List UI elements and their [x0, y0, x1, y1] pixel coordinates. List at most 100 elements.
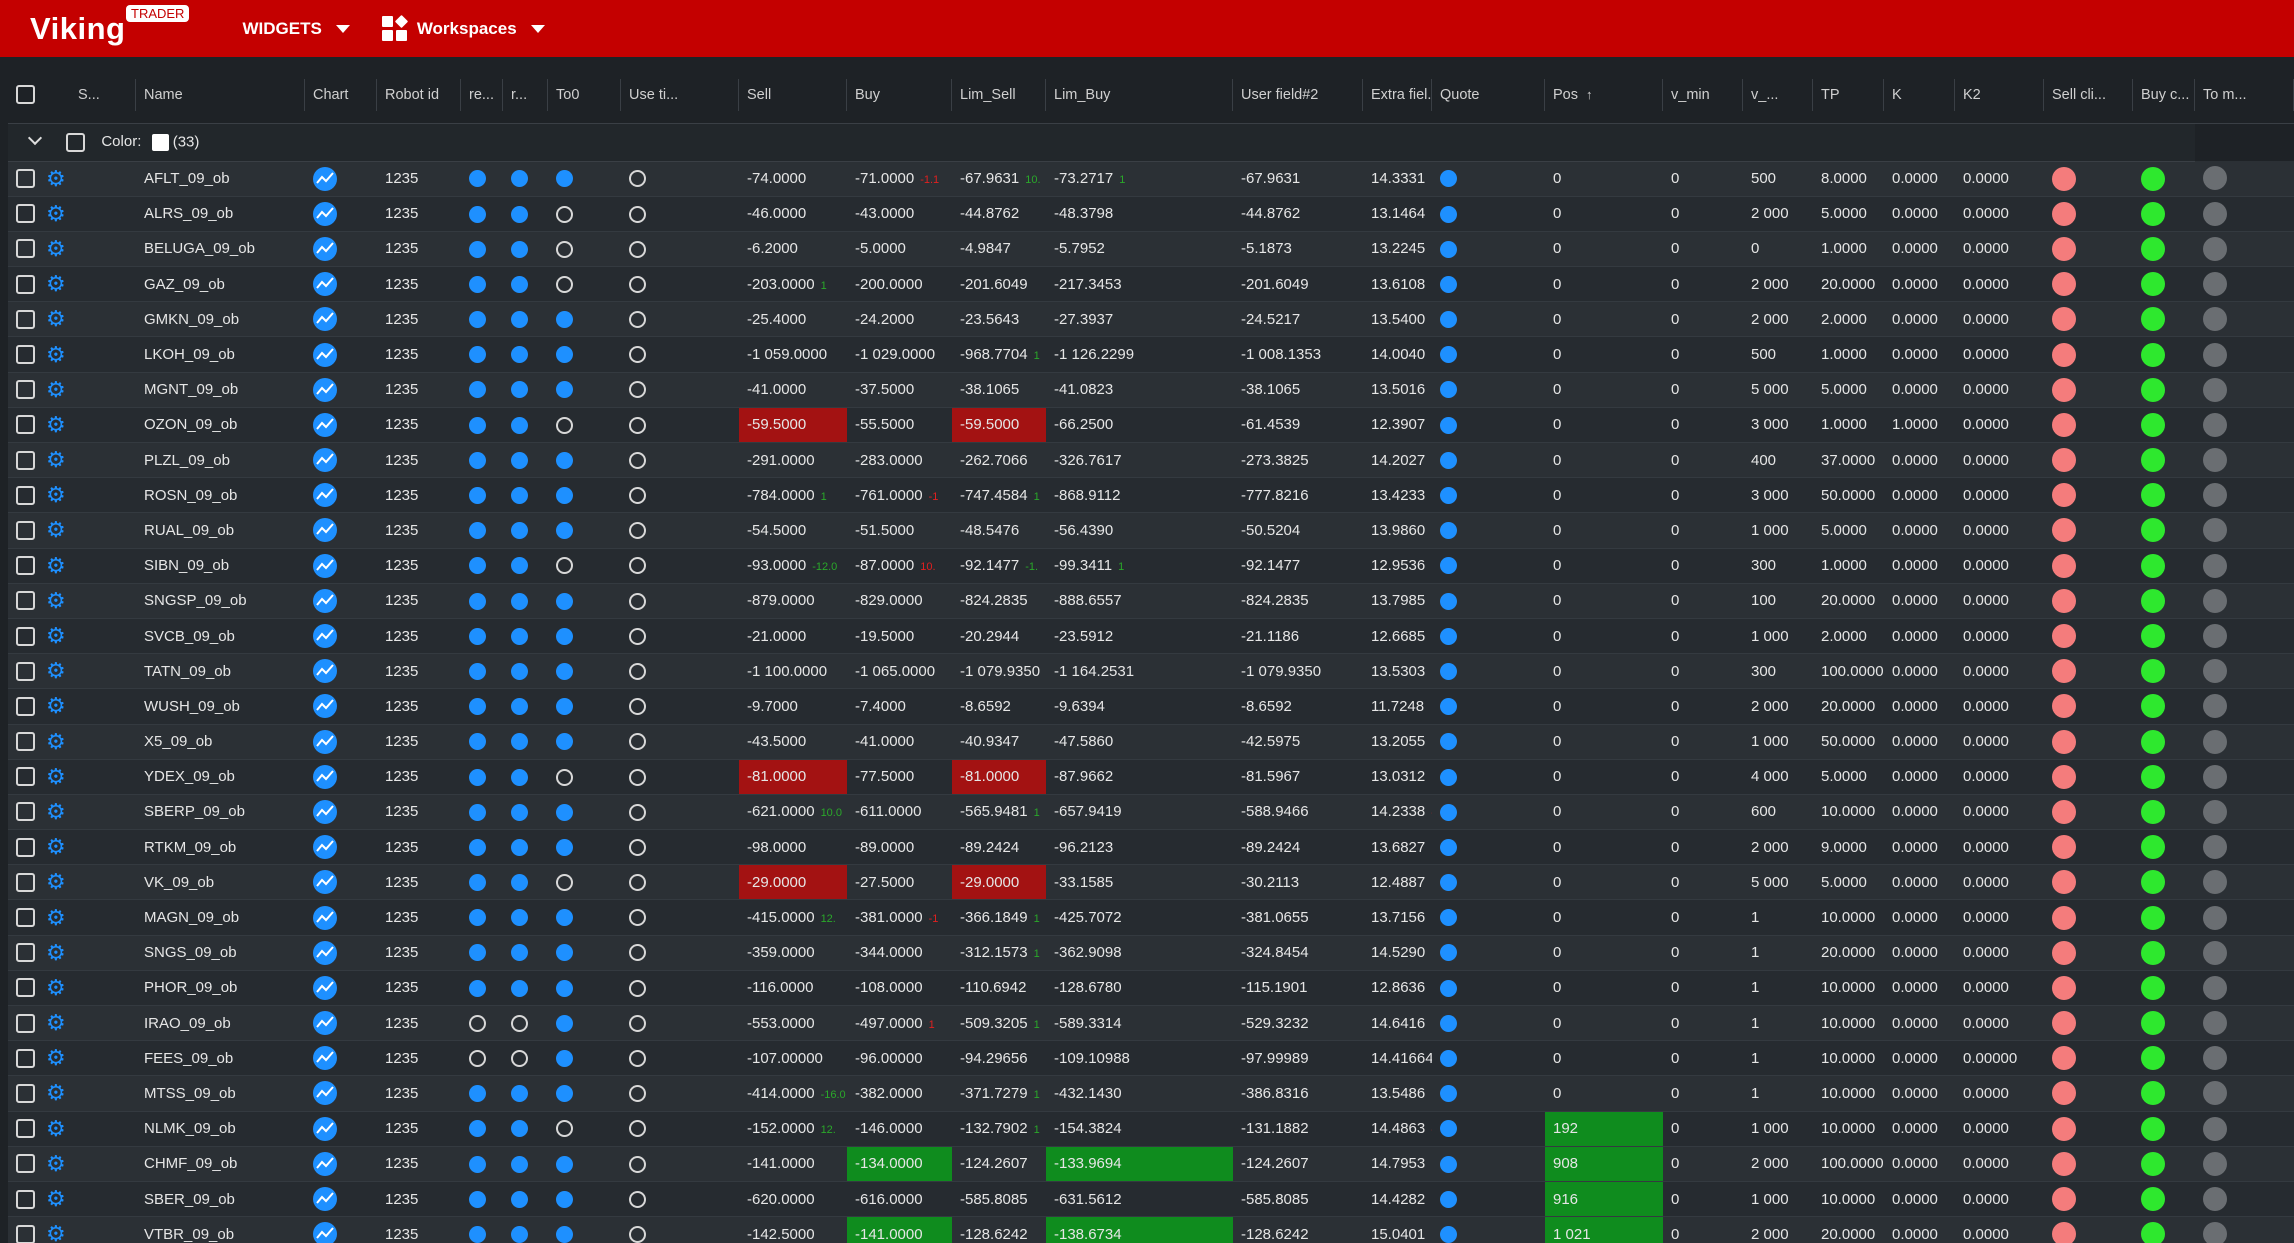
to0-on-indicator[interactable] — [556, 698, 573, 716]
quote-cell[interactable] — [1432, 618, 1545, 655]
to0-cell[interactable] — [548, 688, 621, 725]
quote-cell[interactable] — [1432, 688, 1545, 725]
row-checkbox-cell[interactable] — [8, 231, 38, 268]
re-cell[interactable] — [461, 442, 503, 479]
buy-click-cell[interactable] — [2133, 1005, 2195, 1042]
gear-icon[interactable]: ⚙ — [46, 1080, 66, 1106]
row-checkbox[interactable] — [16, 626, 35, 646]
buy-click-cell[interactable] — [2133, 688, 2195, 725]
to-market-button[interactable] — [2203, 307, 2227, 332]
to0-cell[interactable] — [548, 1181, 621, 1218]
group-row[interactable]: Color: (33) — [8, 123, 2294, 162]
r-cell[interactable] — [503, 1040, 548, 1077]
table-row[interactable]: ⚙ WUSH_09_ob 1235 -9.7000 -7.4000 -8.6592 -9.6… — [8, 688, 2294, 725]
chart-icon[interactable] — [313, 412, 337, 437]
settings-cell[interactable]: ⚙ — [38, 548, 70, 584]
row-checkbox-cell[interactable] — [8, 688, 38, 725]
row-checkbox-cell[interactable] — [8, 1040, 38, 1077]
row-checkbox[interactable] — [16, 1083, 35, 1103]
column-header-4[interactable]: Robot id — [377, 67, 461, 124]
to0-off-indicator[interactable] — [556, 416, 573, 434]
row-checkbox-cell[interactable] — [8, 1216, 38, 1243]
quote-on-indicator[interactable] — [1440, 1085, 1457, 1103]
r-cell[interactable] — [503, 196, 548, 232]
r-cell[interactable] — [503, 864, 548, 901]
table-row[interactable]: ⚙ RTKM_09_ob 1235 -98.0000 -89.0000 -89.2424-… — [8, 829, 2294, 866]
table-row[interactable]: ⚙ GMKN_09_ob 1235 -25.4000 -24.2000 -23.5643-… — [8, 301, 2294, 338]
re-cell[interactable] — [461, 1146, 503, 1182]
to-market-button[interactable] — [2203, 236, 2227, 261]
settings-cell[interactable]: ⚙ — [38, 935, 70, 971]
r-on-indicator[interactable] — [511, 381, 528, 399]
to0-cell[interactable] — [548, 1146, 621, 1182]
row-checkbox-cell[interactable] — [8, 161, 38, 197]
to0-on-indicator[interactable] — [556, 1190, 573, 1208]
use-time-cell[interactable] — [621, 477, 739, 514]
sell-click-cell[interactable] — [2044, 196, 2133, 232]
sell-click-cell[interactable] — [2044, 548, 2133, 584]
to-market-cell[interactable] — [2195, 899, 2294, 936]
re-on-indicator[interactable] — [469, 240, 486, 258]
r-cell[interactable] — [503, 618, 548, 655]
to0-on-indicator[interactable] — [556, 662, 573, 680]
buy-click-cell[interactable] — [2133, 759, 2195, 795]
r-cell[interactable] — [503, 442, 548, 479]
use-time-cell[interactable] — [621, 196, 739, 232]
buy-click-cell[interactable] — [2133, 231, 2195, 268]
row-checkbox[interactable] — [16, 978, 35, 998]
use-time-cell[interactable] — [621, 1146, 739, 1182]
quote-cell[interactable] — [1432, 759, 1545, 795]
buy-click-cell[interactable] — [2133, 794, 2195, 831]
re-cell[interactable] — [461, 301, 503, 338]
buy-click-cell[interactable] — [2133, 653, 2195, 690]
buy-click-button[interactable] — [2141, 799, 2165, 824]
re-on-indicator[interactable] — [469, 627, 486, 645]
column-header-16[interactable]: Pos ↑ — [1545, 67, 1663, 124]
to-market-cell[interactable] — [2195, 935, 2294, 971]
to-market-cell[interactable] — [2195, 794, 2294, 831]
table-row[interactable]: ⚙ YDEX_09_ob 1235 -81.0000 -77.5000 -81.0000-… — [8, 759, 2294, 795]
to0-cell[interactable] — [548, 301, 621, 338]
buy-click-button[interactable] — [2141, 307, 2165, 332]
to0-on-indicator[interactable] — [556, 311, 573, 329]
buy-click-button[interactable] — [2141, 624, 2165, 649]
chart-cell[interactable] — [305, 724, 377, 760]
gear-icon[interactable]: ⚙ — [46, 306, 66, 332]
to-market-cell[interactable] — [2195, 618, 2294, 655]
quote-cell[interactable] — [1432, 724, 1545, 760]
chart-icon[interactable] — [313, 905, 337, 930]
row-checkbox[interactable] — [16, 1189, 35, 1209]
r-cell[interactable] — [503, 407, 548, 444]
quote-cell[interactable] — [1432, 864, 1545, 901]
quote-on-indicator[interactable] — [1440, 944, 1457, 962]
r-cell[interactable] — [503, 1146, 548, 1182]
to0-on-indicator[interactable] — [556, 1085, 573, 1103]
row-checkbox-cell[interactable] — [8, 899, 38, 936]
chart-icon[interactable] — [313, 166, 337, 191]
chart-cell[interactable] — [305, 1216, 377, 1243]
buy-click-cell[interactable] — [2133, 512, 2195, 549]
to-market-cell[interactable] — [2195, 266, 2294, 303]
use-time-off-indicator[interactable] — [629, 1190, 646, 1208]
sell-click-button[interactable] — [2052, 166, 2076, 191]
re-cell[interactable] — [461, 688, 503, 725]
re-cell[interactable] — [461, 794, 503, 831]
sell-click-cell[interactable] — [2044, 1040, 2133, 1077]
chart-icon[interactable] — [313, 553, 337, 578]
buy-click-button[interactable] — [2141, 448, 2165, 473]
settings-cell[interactable]: ⚙ — [38, 231, 70, 268]
column-header-18[interactable]: v_... — [1743, 67, 1813, 124]
row-checkbox-cell[interactable] — [8, 301, 38, 338]
buy-click-button[interactable] — [2141, 1081, 2165, 1106]
gear-icon[interactable]: ⚙ — [46, 869, 66, 895]
sell-click-button[interactable] — [2052, 272, 2076, 297]
table-row[interactable]: ⚙ FEES_09_ob 1235 -107.00000 -96.00000 -94.29… — [8, 1040, 2294, 1077]
re-on-indicator[interactable] — [469, 522, 486, 540]
settings-cell[interactable]: ⚙ — [38, 1005, 70, 1042]
to0-cell[interactable] — [548, 1005, 621, 1042]
chart-cell[interactable] — [305, 864, 377, 901]
buy-click-button[interactable] — [2141, 1187, 2165, 1212]
re-cell[interactable] — [461, 653, 503, 690]
settings-cell[interactable]: ⚙ — [38, 688, 70, 725]
r-on-indicator[interactable] — [511, 487, 528, 505]
